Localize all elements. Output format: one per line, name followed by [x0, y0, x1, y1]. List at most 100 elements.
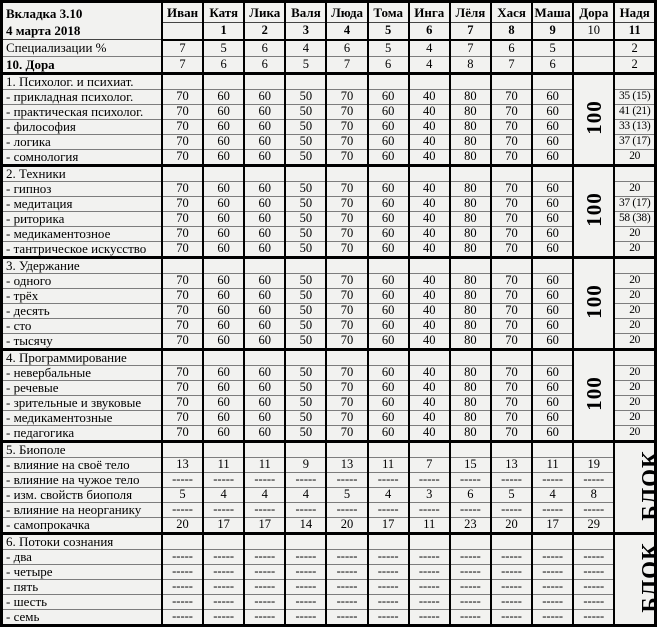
- data-cell: -----: [531, 548, 575, 565]
- data-cell: 50: [284, 379, 328, 396]
- data-cell: 70: [160, 195, 205, 212]
- sheet-date: 4 марта 2018: [6, 23, 81, 38]
- data-cell: 2: [613, 55, 657, 74]
- data-cell: 80: [448, 103, 492, 120]
- row-label: - десять: [0, 302, 163, 319]
- data-cell: 37 (17): [613, 195, 657, 212]
- data-cell: 4: [284, 486, 328, 503]
- data-cell: 60: [202, 180, 246, 197]
- data-cell: 80: [448, 240, 492, 258]
- data-cell: 5: [531, 39, 575, 57]
- person-header-лика: Лика: [243, 1, 287, 23]
- data-cell: 40: [407, 240, 451, 258]
- data-cell: 60: [243, 180, 287, 197]
- data-cell: 60: [531, 210, 575, 227]
- data-cell: 29: [572, 516, 616, 534]
- data-cell: 40: [407, 394, 451, 411]
- table-row: - трёх 70 60 60 50 70 60 40 80 70 60 20: [0, 287, 657, 304]
- person-header-лёля: Лёля: [448, 1, 492, 23]
- data-cell: 80: [448, 148, 492, 166]
- data-cell: 20: [613, 240, 657, 258]
- person-header-маша: Маша: [531, 1, 575, 23]
- data-cell: 70: [160, 332, 205, 350]
- data-cell: 6: [325, 39, 369, 57]
- data-cell: 80: [448, 409, 492, 426]
- data-cell: 60: [366, 240, 410, 258]
- row-label: - гипноз: [0, 180, 163, 197]
- data-cell: 60: [243, 394, 287, 411]
- person-number: 1: [202, 21, 246, 41]
- table-row: - зрительные и звуковые 70 60 60 50 70 60 40 80 7…: [0, 394, 657, 411]
- table-row: - медитация 70 60 60 50 70 60 40 80 70 60 37 (17): [0, 195, 657, 212]
- person-number: 11: [613, 21, 657, 41]
- data-cell: 80: [448, 394, 492, 411]
- data-cell: 19: [572, 456, 616, 473]
- data-cell: 60: [243, 195, 287, 212]
- data-cell: -----: [407, 563, 451, 580]
- empty-cell: [284, 439, 328, 458]
- data-cell: -----: [325, 593, 369, 610]
- table-row: - тантрическое искусство 70 60 60 50 70 60 40 80…: [0, 240, 657, 258]
- data-cell: 50: [284, 225, 328, 242]
- empty-cell: [325, 531, 369, 550]
- data-cell: 70: [325, 379, 369, 396]
- data-cell: 8: [448, 55, 492, 74]
- data-cell: 70: [489, 133, 534, 150]
- data-cell: -----: [489, 501, 534, 518]
- section-header-row: 4. Программирование 100: [0, 347, 657, 442]
- person-number: 10: [572, 21, 616, 41]
- empty-cell: [407, 347, 451, 366]
- data-cell: -----: [572, 563, 616, 580]
- data-cell: 50: [284, 240, 328, 258]
- data-cell: 20: [613, 424, 657, 442]
- data-cell: 60: [531, 409, 575, 426]
- data-cell: 11: [407, 516, 451, 534]
- data-cell: -----: [202, 593, 246, 610]
- empty-cell: [531, 531, 575, 550]
- data-cell: 60: [243, 317, 287, 334]
- data-cell: 60: [366, 424, 410, 442]
- data-cell: -----: [202, 501, 246, 518]
- table-row: - семь ----- ----- ----- ----- ----- ----- ----…: [0, 608, 656, 626]
- person-number: 9: [531, 21, 575, 41]
- data-cell: 70: [160, 379, 205, 396]
- data-cell: -----: [325, 563, 369, 580]
- data-cell: 60: [202, 332, 246, 350]
- person-number: 2: [243, 21, 287, 41]
- data-cell: 5: [325, 486, 369, 503]
- data-cell: 35 (15): [613, 88, 657, 105]
- data-cell: 50: [284, 424, 328, 442]
- data-cell: 60: [243, 225, 287, 242]
- row-label: - пять: [0, 578, 163, 595]
- data-cell: 11: [366, 456, 410, 473]
- data-cell: 41 (21): [613, 103, 657, 120]
- data-cell: -----: [284, 608, 328, 626]
- empty-cell: [572, 531, 616, 550]
- section-title: 1. Психолог. и психиат.: [0, 71, 163, 90]
- data-cell: 5: [202, 39, 246, 57]
- section-title: 3. Удержание: [0, 255, 163, 274]
- data-cell: -----: [531, 578, 575, 595]
- data-cell: -----: [160, 578, 205, 595]
- data-cell: 60: [531, 88, 575, 105]
- data-cell: 50: [284, 88, 328, 105]
- data-cell: 60: [366, 118, 410, 135]
- rotated-100-label: 100: [581, 284, 606, 319]
- data-cell: 15: [448, 456, 492, 473]
- data-cell: 60: [366, 302, 410, 319]
- data-cell: 60: [243, 332, 287, 350]
- data-cell: 60: [243, 409, 287, 426]
- data-cell: 60: [202, 409, 246, 426]
- data-cell: 4: [366, 486, 410, 503]
- data-cell: 80: [448, 225, 492, 242]
- data-cell: 11: [243, 456, 287, 473]
- table-row: - четыре ----- ----- ----- ----- ----- ----- --…: [0, 563, 656, 580]
- data-cell: -----: [572, 501, 616, 518]
- empty-cell: [325, 255, 369, 274]
- data-cell: 70: [325, 240, 369, 258]
- data-cell: 60: [531, 364, 575, 381]
- data-cell: -----: [325, 608, 369, 626]
- data-cell: 60: [531, 180, 575, 197]
- data-cell: -----: [531, 593, 575, 610]
- empty-cell: [366, 531, 410, 550]
